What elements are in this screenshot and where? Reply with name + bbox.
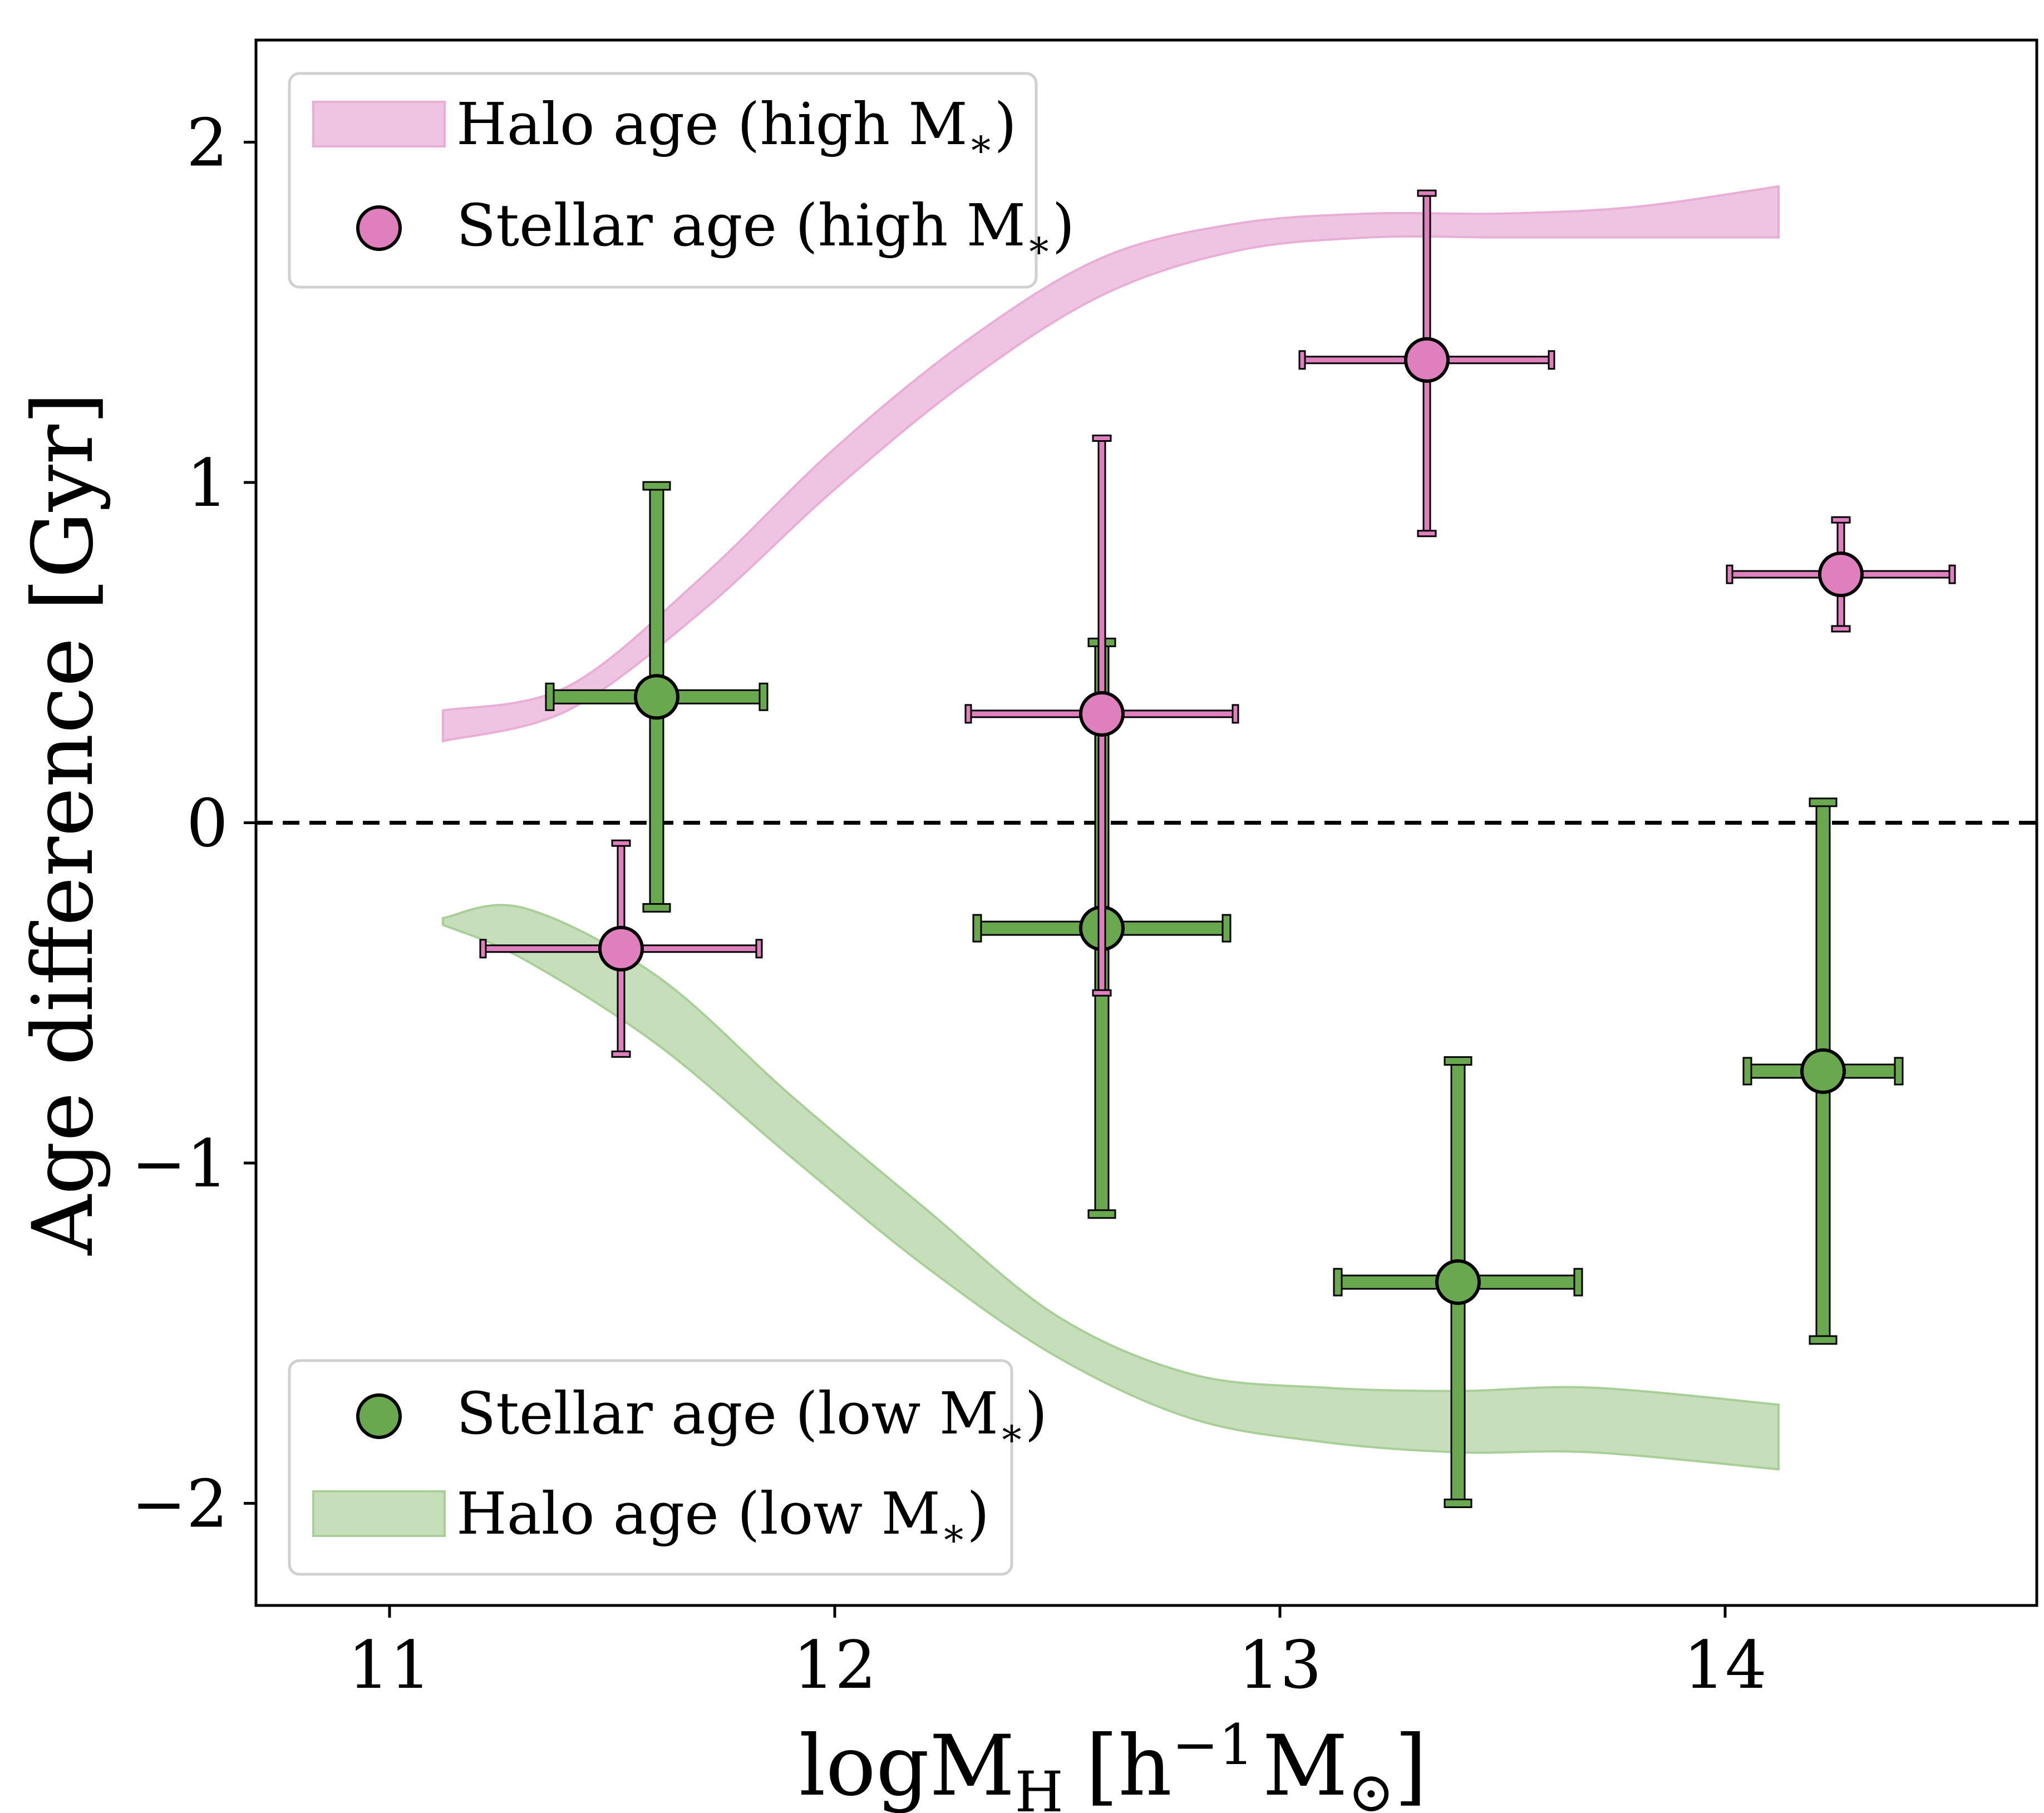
legend-top-box — [288, 72, 1038, 289]
error-cap — [642, 481, 671, 491]
error-cap — [1298, 350, 1306, 370]
halo-bands — [442, 185, 1780, 1471]
error-cap — [1444, 1056, 1472, 1066]
marker-low — [1800, 1048, 1846, 1094]
point-high — [1726, 516, 1956, 633]
error-cap — [1831, 625, 1851, 633]
error-cap — [1894, 1057, 1904, 1086]
error-cap — [1092, 989, 1112, 997]
error-cap — [479, 939, 487, 959]
error-cap — [1087, 1209, 1116, 1219]
error-cap — [755, 939, 763, 959]
y-tick-label: −2 — [131, 1466, 228, 1543]
y-tick-label: 2 — [186, 104, 228, 181]
x-tick-label: 11 — [348, 1627, 431, 1703]
marker-high — [598, 925, 644, 972]
error-cap — [1742, 1057, 1752, 1086]
error-cap — [1573, 1268, 1583, 1297]
point-high — [964, 434, 1239, 997]
error-cap — [972, 914, 982, 943]
error-cap — [964, 704, 972, 724]
error-cap — [759, 682, 769, 711]
y-tick-label: 1 — [186, 445, 228, 521]
error-cap — [1948, 564, 1956, 584]
error-cap — [611, 839, 631, 847]
error-cap — [1809, 1335, 1838, 1345]
halo-age-band-high — [442, 185, 1780, 743]
error-cap — [642, 903, 671, 913]
marker-high — [1079, 691, 1125, 737]
x-tick-label: 14 — [1683, 1627, 1767, 1703]
marker-low — [1435, 1259, 1481, 1305]
x-axis-label: logMH [h−1 M⊙] — [799, 1712, 1427, 1813]
error-cap — [1548, 350, 1555, 370]
x-tick-label: 13 — [1238, 1627, 1322, 1703]
error-cap — [1333, 1268, 1343, 1297]
legend-band-swatch-low — [312, 1490, 446, 1537]
legend-label-halo-high: Halo age (high M∗) — [456, 90, 1017, 166]
marker-low — [634, 674, 679, 720]
legend-label-halo-low: Halo age (low M∗) — [456, 1480, 989, 1555]
legend-bottom-box — [288, 1359, 1013, 1576]
marker-high — [1818, 551, 1864, 598]
halo-age-band-low — [442, 904, 1780, 1471]
marker-high — [1404, 337, 1450, 383]
error-cap — [1222, 914, 1232, 943]
y-tick-label: −1 — [131, 1125, 228, 1202]
legend-marker-stellar-high — [356, 205, 402, 251]
point-low — [1742, 797, 1904, 1345]
error-cap — [1726, 564, 1733, 584]
legend-label-stellar-high: Stellar age (high M∗) — [456, 191, 1075, 267]
point-low — [1333, 1056, 1583, 1509]
legend-marker-stellar-low — [356, 1393, 402, 1439]
point-low — [545, 481, 769, 913]
error-cap — [611, 1050, 631, 1058]
error-cap — [1092, 434, 1112, 442]
legend-top: Halo age (high M∗) Stellar age (high M∗) — [288, 72, 1075, 289]
y-tick-label: 0 — [186, 785, 228, 862]
error-cap — [1417, 189, 1437, 197]
error-cap — [1444, 1499, 1472, 1509]
legend-label-stellar-low: Stellar age (low M∗) — [456, 1380, 1047, 1455]
error-cap — [545, 682, 555, 711]
y-axis-label: Age difference [Gyr] — [15, 392, 112, 1256]
legend-bottom: Stellar age (low M∗) Halo age (low M∗) — [288, 1359, 1047, 1576]
error-cap — [1809, 797, 1838, 807]
error-cap — [1417, 530, 1437, 538]
point-high — [479, 839, 763, 1058]
data-points — [479, 189, 1956, 1509]
point-high — [1298, 189, 1555, 538]
error-cap — [1232, 704, 1239, 724]
x-tick-label: 12 — [793, 1627, 876, 1703]
error-cap — [1831, 516, 1851, 524]
legend-band-swatch-high — [312, 101, 446, 147]
